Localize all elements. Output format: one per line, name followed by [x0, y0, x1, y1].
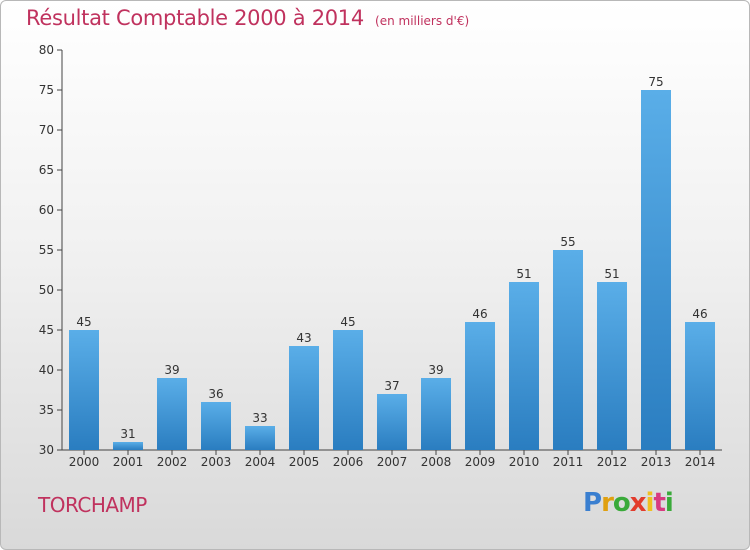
- bar-value-label: 31: [120, 427, 135, 441]
- chart-title-text: Résultat Comptable 2000 à 2014: [26, 6, 364, 30]
- logo-letter: P: [583, 488, 602, 518]
- bar: [597, 282, 627, 450]
- bar-value-label: 45: [76, 315, 91, 329]
- x-tick-label: 2002: [157, 455, 188, 469]
- x-tick-label: 2010: [509, 455, 540, 469]
- bar: [289, 346, 319, 450]
- bar: [377, 394, 407, 450]
- y-tick-label: 50: [39, 283, 54, 297]
- commune-name: TORCHAMP: [38, 493, 147, 517]
- y-tick-label: 55: [39, 243, 54, 257]
- bar-value-label: 45: [340, 315, 355, 329]
- bar-value-label: 46: [692, 307, 707, 321]
- y-tick-label: 45: [39, 323, 54, 337]
- y-tick-label: 65: [39, 163, 54, 177]
- x-tick-label: 2007: [377, 455, 408, 469]
- bar: [685, 322, 715, 450]
- bar: [465, 322, 495, 450]
- bar: [333, 330, 363, 450]
- x-tick-label: 2014: [685, 455, 716, 469]
- bar-value-label: 39: [164, 363, 179, 377]
- x-tick-label: 2011: [553, 455, 584, 469]
- bar-value-label: 51: [516, 267, 531, 281]
- bar: [509, 282, 539, 450]
- chart-title: Résultat Comptable 2000 à 2014 (en milli…: [26, 6, 469, 30]
- y-tick-label: 80: [39, 43, 54, 57]
- bar: [69, 330, 99, 450]
- y-tick-label: 35: [39, 403, 54, 417]
- bar: [201, 402, 231, 450]
- bar-value-label: 43: [296, 331, 311, 345]
- x-tick-label: 2001: [113, 455, 144, 469]
- bar-value-label: 51: [604, 267, 619, 281]
- chart-subtitle: (en milliers d'€): [375, 14, 470, 28]
- bar-value-label: 75: [648, 75, 663, 89]
- proxiti-logo[interactable]: Proxiti: [583, 488, 674, 518]
- x-tick-label: 2013: [641, 455, 672, 469]
- logo-letter: x: [629, 488, 647, 518]
- bar: [245, 426, 275, 450]
- bar-value-label: 36: [208, 387, 223, 401]
- logo-letter: o: [612, 488, 631, 518]
- x-tick-label: 2008: [421, 455, 452, 469]
- bar-value-label: 46: [472, 307, 487, 321]
- x-tick-label: 2005: [289, 455, 320, 469]
- logo-letter: i: [664, 488, 674, 518]
- y-tick-label: 30: [39, 443, 54, 457]
- bar-value-label: 37: [384, 379, 399, 393]
- bar-value-label: 55: [560, 235, 575, 249]
- x-tick-label: 2000: [69, 455, 100, 469]
- x-tick-label: 2006: [333, 455, 364, 469]
- logo-letter: r: [601, 488, 614, 518]
- y-tick-label: 75: [39, 83, 54, 97]
- bar-value-label: 39: [428, 363, 443, 377]
- x-tick-label: 2012: [597, 455, 628, 469]
- bar: [553, 250, 583, 450]
- x-tick-label: 2004: [245, 455, 276, 469]
- x-tick-label: 2009: [465, 455, 496, 469]
- y-tick-label: 70: [39, 123, 54, 137]
- chart-bars: 45 31 39 36 33 43 45 37 39 46 51 55 51 75 46: [69, 75, 715, 450]
- bar: [421, 378, 451, 450]
- y-tick-label: 40: [39, 363, 54, 377]
- bar-value-label: 33: [252, 411, 267, 425]
- x-tick-label: 2003: [201, 455, 232, 469]
- y-tick-label: 60: [39, 203, 54, 217]
- bar: [641, 90, 671, 450]
- bar: [113, 442, 143, 450]
- logo-letter: t: [653, 488, 665, 518]
- bar: [157, 378, 187, 450]
- logo-letter: i: [645, 488, 655, 518]
